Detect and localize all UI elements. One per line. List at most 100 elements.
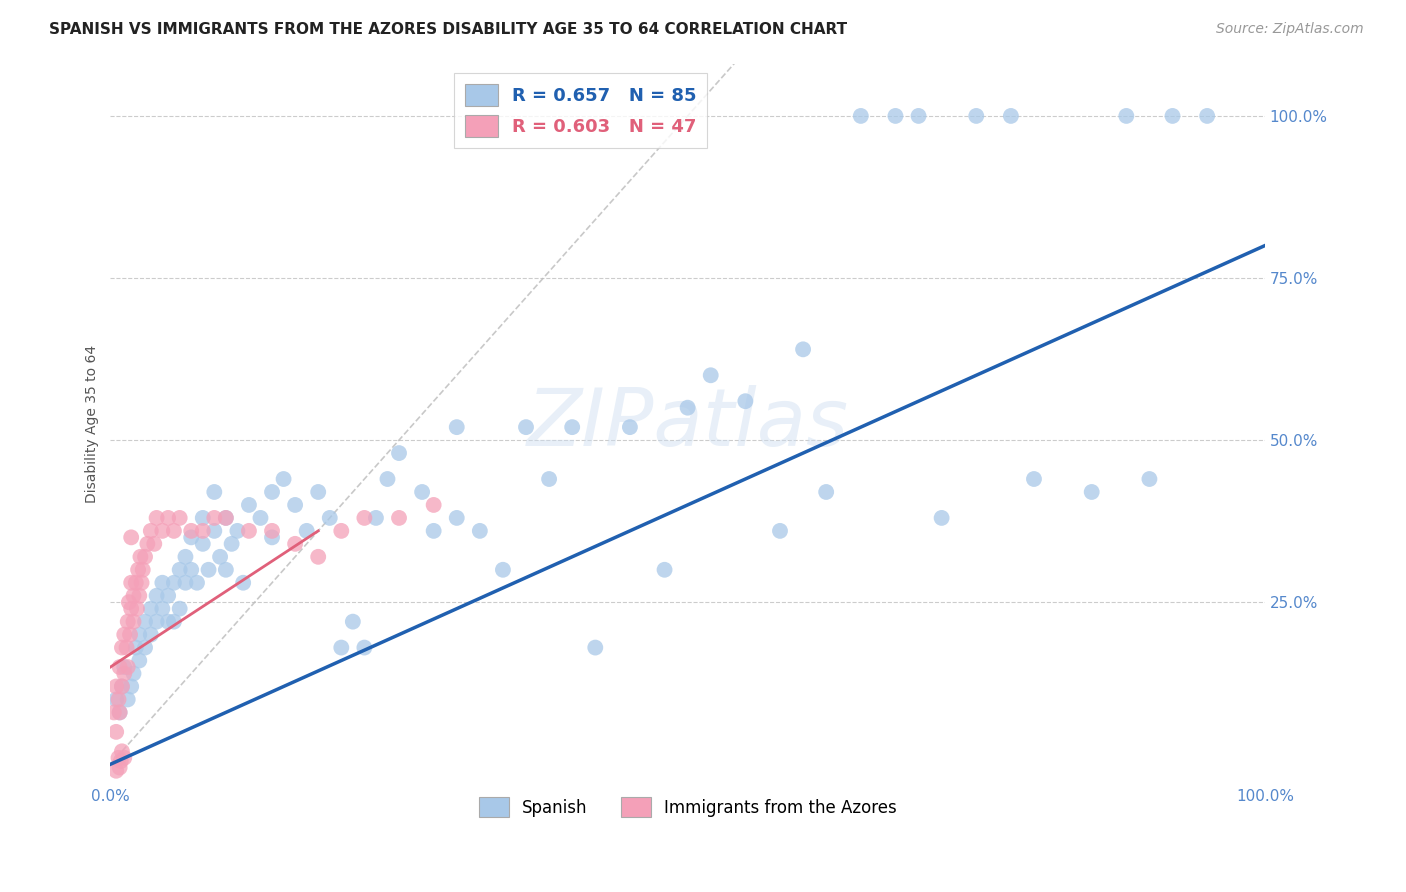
- Point: [134, 615, 156, 629]
- Point: [136, 537, 159, 551]
- Point: [273, 472, 295, 486]
- Point: [815, 485, 838, 500]
- Legend: Spanish, Immigrants from the Azores: Spanish, Immigrants from the Azores: [470, 789, 905, 826]
- Point: [330, 524, 353, 538]
- Point: [129, 549, 152, 564]
- Point: [849, 109, 872, 123]
- Point: [330, 640, 353, 655]
- Point: [150, 601, 173, 615]
- Point: [125, 575, 148, 590]
- Point: [202, 524, 225, 538]
- Point: [128, 627, 150, 641]
- Point: [111, 744, 134, 758]
- Point: [446, 511, 468, 525]
- Point: [226, 524, 249, 538]
- Point: [284, 537, 307, 551]
- Point: [1000, 109, 1022, 123]
- Point: [468, 524, 491, 538]
- Point: [120, 530, 142, 544]
- Point: [105, 724, 128, 739]
- Point: [157, 511, 180, 525]
- Point: [139, 601, 162, 615]
- Point: [411, 485, 433, 500]
- Point: [238, 524, 260, 538]
- Point: [215, 511, 238, 525]
- Point: [492, 563, 515, 577]
- Point: [215, 563, 238, 577]
- Point: [131, 575, 153, 590]
- Point: [319, 511, 342, 525]
- Point: [110, 754, 132, 768]
- Point: [307, 549, 329, 564]
- Point: [134, 549, 156, 564]
- Point: [1022, 472, 1045, 486]
- Point: [169, 563, 191, 577]
- Point: [232, 575, 254, 590]
- Point: [769, 524, 792, 538]
- Point: [907, 109, 929, 123]
- Point: [202, 485, 225, 500]
- Point: [112, 660, 135, 674]
- Point: [107, 751, 129, 765]
- Point: [180, 563, 202, 577]
- Point: [792, 343, 814, 357]
- Point: [238, 498, 260, 512]
- Point: [139, 627, 162, 641]
- Point: [115, 640, 138, 655]
- Point: [186, 575, 208, 590]
- Point: [654, 563, 676, 577]
- Point: [260, 524, 283, 538]
- Point: [180, 530, 202, 544]
- Point: [931, 511, 953, 525]
- Point: [342, 615, 364, 629]
- Point: [111, 680, 134, 694]
- Point: [388, 446, 411, 460]
- Point: [1197, 109, 1219, 123]
- Point: [112, 627, 135, 641]
- Point: [107, 692, 129, 706]
- Point: [125, 601, 148, 615]
- Point: [120, 601, 142, 615]
- Point: [364, 511, 387, 525]
- Point: [105, 680, 128, 694]
- Point: [215, 511, 238, 525]
- Point: [163, 615, 186, 629]
- Point: [249, 511, 271, 525]
- Point: [221, 537, 243, 551]
- Point: [734, 394, 756, 409]
- Point: [108, 706, 131, 720]
- Y-axis label: Disability Age 35 to 64: Disability Age 35 to 64: [86, 345, 100, 503]
- Point: [884, 109, 907, 123]
- Point: [353, 640, 375, 655]
- Point: [561, 420, 583, 434]
- Point: [163, 524, 186, 538]
- Point: [174, 549, 197, 564]
- Point: [191, 511, 214, 525]
- Point: [117, 615, 139, 629]
- Point: [699, 368, 721, 383]
- Point: [422, 498, 444, 512]
- Point: [538, 472, 561, 486]
- Point: [105, 692, 128, 706]
- Point: [120, 575, 142, 590]
- Point: [307, 485, 329, 500]
- Point: [163, 575, 186, 590]
- Point: [150, 575, 173, 590]
- Point: [122, 666, 145, 681]
- Point: [132, 563, 155, 577]
- Point: [117, 660, 139, 674]
- Point: [112, 751, 135, 765]
- Point: [1115, 109, 1137, 123]
- Point: [353, 511, 375, 525]
- Point: [108, 760, 131, 774]
- Point: [202, 511, 225, 525]
- Point: [118, 595, 141, 609]
- Point: [284, 498, 307, 512]
- Point: [128, 654, 150, 668]
- Point: [157, 589, 180, 603]
- Point: [125, 640, 148, 655]
- Point: [145, 615, 167, 629]
- Point: [134, 640, 156, 655]
- Point: [1080, 485, 1102, 500]
- Point: [197, 563, 219, 577]
